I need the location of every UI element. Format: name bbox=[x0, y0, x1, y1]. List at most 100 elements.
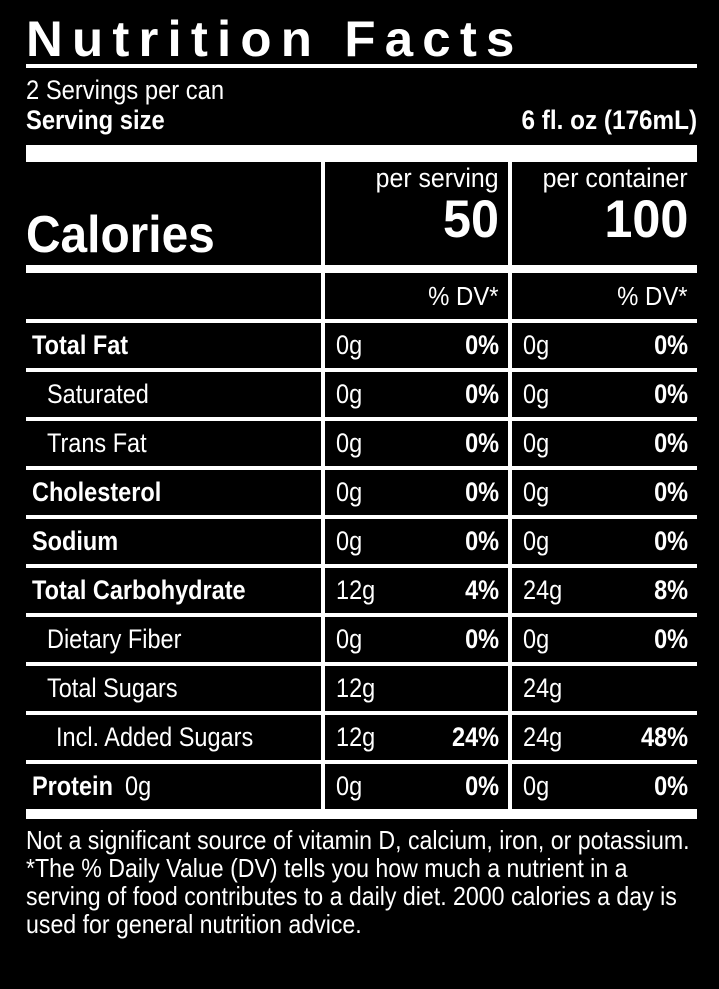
per-container-amount: 0g bbox=[523, 623, 550, 654]
calories-name-cell: Calories bbox=[26, 162, 321, 265]
per-container-dv: 0% bbox=[654, 378, 688, 409]
per-container-amount: 0g bbox=[523, 770, 550, 801]
row-divider bbox=[26, 367, 697, 372]
dv-header-container-cell: % DV* bbox=[508, 272, 697, 319]
nutrient-name-cell: Incl. Added Sugars bbox=[26, 715, 321, 760]
per-serving-dv: 24% bbox=[451, 721, 499, 752]
table-row: Total Carbohydrate 12g 4% 24g 8% bbox=[26, 567, 697, 613]
per-serving-dv: 0% bbox=[465, 476, 499, 507]
row-divider bbox=[26, 759, 697, 764]
servings-per-container: 2 Servings per can bbox=[26, 75, 225, 105]
dv-header-blank-cell bbox=[26, 273, 321, 319]
per-serving-amount: 0g bbox=[336, 525, 363, 556]
per-container-cell: 24g bbox=[508, 665, 697, 711]
row-divider bbox=[26, 710, 697, 715]
dv-header-serving-cell: % DV* bbox=[321, 272, 508, 319]
per-container-dv: 0% bbox=[654, 770, 688, 801]
calories-per-serving-cell: per serving 50 bbox=[321, 161, 508, 265]
per-serving-cell: 0g 0% bbox=[321, 518, 508, 564]
row-divider bbox=[26, 465, 697, 470]
servings-block: 2 Servings per can Serving size 6 fl. oz… bbox=[26, 68, 697, 145]
per-serving-dv: 0% bbox=[465, 427, 499, 458]
row-divider bbox=[26, 661, 697, 666]
row-divider bbox=[26, 416, 697, 421]
per-container-amount: 24g bbox=[523, 672, 563, 703]
nutrition-table: Calories per serving 50 per container 10… bbox=[26, 161, 697, 809]
per-serving-amount: 0g bbox=[336, 770, 363, 801]
serving-size-line: Serving size 6 fl. oz (176mL) bbox=[26, 105, 697, 136]
per-serving-cell: 0g 0% bbox=[321, 420, 508, 466]
per-serving-cell: 12g 24% bbox=[321, 714, 508, 760]
calories-label: Calories bbox=[26, 205, 215, 264]
calories-per-container-cell: per container 100 bbox=[508, 161, 697, 265]
per-container-dv: 0% bbox=[654, 623, 688, 654]
per-serving-cell: 12g bbox=[321, 665, 508, 711]
per-serving-cell: 0g 0% bbox=[321, 469, 508, 515]
page-title: Nutrition Facts bbox=[26, 11, 524, 67]
column-header-per-serving: per serving bbox=[376, 162, 499, 193]
column-header-per-container: per container bbox=[542, 162, 688, 193]
per-container-cell: 0g 0% bbox=[508, 420, 697, 466]
per-container-dv: 0% bbox=[654, 476, 688, 507]
nutrient-name-cell: Protein 0g bbox=[26, 764, 321, 809]
calories-row: Calories per serving 50 per container 10… bbox=[26, 161, 697, 265]
title-divider bbox=[26, 64, 697, 68]
row-divider bbox=[26, 514, 697, 519]
per-serving-cell: 0g 0% bbox=[321, 371, 508, 417]
per-container-dv: 0% bbox=[654, 329, 688, 360]
footnote: Not a significant source of vitamin D, c… bbox=[26, 824, 690, 939]
per-serving-amount: 0g bbox=[336, 378, 363, 409]
per-container-cell: 24g 8% bbox=[508, 567, 697, 613]
per-serving-dv: 0% bbox=[465, 770, 499, 801]
per-container-dv: 8% bbox=[654, 574, 688, 605]
per-serving-amount: 0g bbox=[336, 623, 363, 654]
per-serving-cell: 12g 4% bbox=[321, 567, 508, 613]
per-serving-amount: 12g bbox=[336, 574, 376, 605]
table-row: Total Fat 0g 0% 0g 0% bbox=[26, 322, 697, 368]
calories-per-serving-value: 50 bbox=[442, 190, 499, 250]
per-serving-amount: 0g bbox=[336, 427, 363, 458]
per-container-cell: 0g 0% bbox=[508, 469, 697, 515]
per-container-amount: 24g bbox=[523, 721, 563, 752]
nutrient-rows: Total Fat 0g 0% 0g 0% Saturated 0g 0% 0g 0% Trans … bbox=[26, 322, 697, 809]
per-container-amount: 0g bbox=[523, 525, 550, 556]
nutrient-name: Trans Fat bbox=[47, 427, 147, 458]
per-serving-amount: 0g bbox=[336, 476, 363, 507]
per-serving-cell: 0g 0% bbox=[321, 322, 508, 368]
per-container-cell: 0g 0% bbox=[508, 322, 697, 368]
nutrient-name-cell: Cholesterol bbox=[26, 470, 321, 515]
nutrient-name: Sodium bbox=[32, 525, 119, 556]
table-row: Incl. Added Sugars 12g 24% 24g 48% bbox=[26, 714, 697, 760]
calories-per-container-value: 100 bbox=[603, 190, 688, 250]
nutrient-name-cell: Total Sugars bbox=[26, 666, 321, 711]
row-divider bbox=[26, 563, 697, 568]
nutrient-name-cell: Saturated bbox=[26, 372, 321, 417]
per-container-amount: 24g bbox=[523, 574, 563, 605]
nutrient-name: Saturated bbox=[47, 378, 149, 409]
per-serving-amount: 12g bbox=[336, 721, 376, 752]
nutrient-name: Total Carbohydrate bbox=[32, 574, 246, 605]
table-row: Dietary Fiber 0g 0% 0g 0% bbox=[26, 616, 697, 662]
per-serving-amount: 12g bbox=[336, 672, 376, 703]
per-container-cell: 0g 0% bbox=[508, 616, 697, 662]
per-serving-amount: 0g bbox=[336, 329, 363, 360]
per-container-amount: 0g bbox=[523, 329, 550, 360]
serving-size-label: Serving size bbox=[26, 105, 165, 136]
nutrient-name-suffix: 0g bbox=[125, 770, 152, 801]
per-serving-dv: 0% bbox=[465, 329, 499, 360]
nutrient-name: Total Fat bbox=[32, 329, 129, 360]
nutrient-name: Incl. Added Sugars bbox=[56, 721, 254, 752]
calories-bottom-rule bbox=[26, 264, 697, 273]
nutrient-name: Dietary Fiber bbox=[47, 623, 182, 654]
per-container-amount: 0g bbox=[523, 476, 550, 507]
table-bottom-rule bbox=[26, 808, 697, 819]
dv-header-row: % DV* % DV* bbox=[26, 272, 697, 319]
per-container-cell: 24g 48% bbox=[508, 714, 697, 760]
per-serving-dv: 0% bbox=[465, 525, 499, 556]
per-serving-cell: 0g 0% bbox=[321, 616, 508, 662]
nutrient-name: Total Sugars bbox=[47, 672, 178, 703]
per-serving-dv: 4% bbox=[465, 574, 499, 605]
servings-bottom-band bbox=[26, 144, 697, 162]
per-container-amount: 0g bbox=[523, 427, 550, 458]
